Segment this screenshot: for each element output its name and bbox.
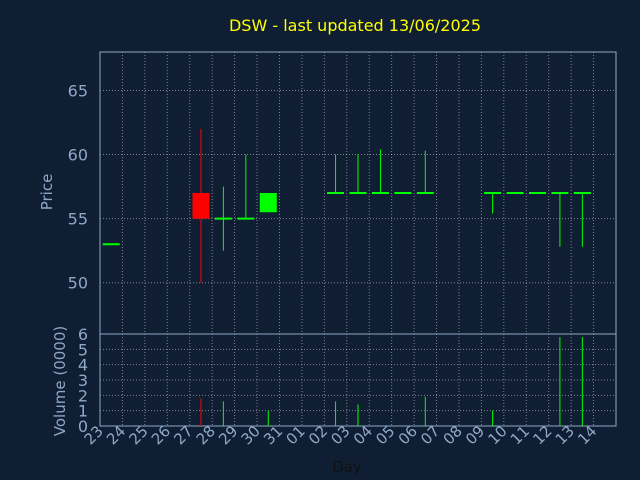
volume-tick-label: 5 <box>78 340 88 359</box>
volume-tick-label: 0 <box>78 417 88 436</box>
volume-tick-label: 3 <box>78 371 88 390</box>
candle-body <box>192 193 210 219</box>
price-tick-label: 60 <box>68 146 88 165</box>
price-tick-label: 65 <box>68 81 88 100</box>
volume-tick-label: 1 <box>78 402 88 421</box>
price-tick-label: 55 <box>68 210 88 229</box>
price-axis-label: Price <box>38 174 56 211</box>
day-axis-label: Day <box>332 458 362 476</box>
volume-axis-label: Volume (0000) <box>51 326 69 436</box>
x-tick-labels: 2324252627282930310102030405060708091011… <box>81 422 601 448</box>
price-panel: 50 55 60 65 <box>68 51 617 335</box>
volume-tick-label: 6 <box>78 325 88 344</box>
volume-tick-label: 2 <box>78 386 88 405</box>
candle-body <box>259 193 277 213</box>
price-tick-label: 50 <box>68 274 88 293</box>
chart-title: DSW - last updated 13/06/2025 <box>229 16 481 35</box>
volume-tick-label: 4 <box>78 356 88 375</box>
